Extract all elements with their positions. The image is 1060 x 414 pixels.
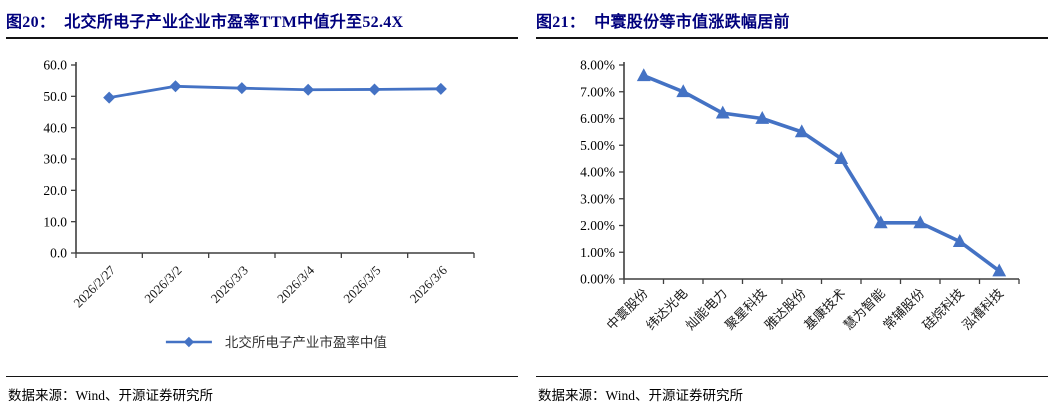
x-category-label: 聚星科技: [722, 286, 769, 333]
data-point-marker: [715, 105, 730, 119]
pe-ttm-median-line-chart: 0.0 10.0 20.0 30.0 40.0 50.0 60.0 2026/2/27 2026…: [43, 58, 475, 350]
x-category-label: 2026/3/2: [141, 263, 184, 306]
y-tick-label: 8.00%: [580, 58, 615, 73]
data-point-marker: [434, 82, 447, 95]
figure-21-number: 图21：: [536, 14, 586, 31]
x-category-label: 慧为智能: [840, 286, 887, 333]
y-tick-label: 0.00%: [580, 272, 615, 287]
data-point-marker: [794, 124, 809, 138]
figure-20-title: 图20： 北交所电子产业企业市盈率TTM中值升至52.4X: [6, 8, 518, 39]
data-point-marker: [755, 111, 770, 124]
y-tick-label: 7.00%: [580, 84, 615, 99]
data-point-marker: [913, 215, 928, 229]
data-point-marker: [235, 82, 248, 95]
figure-21-source: 数据来源：Wind、开源证券研究所: [536, 376, 1048, 414]
x-category-label: 常辅股份: [880, 286, 927, 333]
data-point-marker: [834, 151, 849, 165]
data-point-marker: [103, 91, 116, 104]
x-category-label: 2026/3/4: [274, 262, 318, 306]
x-category-label: 灿能电力: [682, 286, 729, 333]
figure-20-panel: 图20： 北交所电子产业企业市盈率TTM中值升至52.4X 0.0 10.0 20.0…: [6, 8, 518, 414]
legend-label: 北交所电子产业市盈率中值: [225, 334, 387, 350]
x-category-label: 2026/3/3: [208, 263, 251, 306]
y-tick-label: 20.0: [43, 183, 67, 198]
source-text: 数据来源：Wind、开源证券研究所: [538, 388, 743, 403]
data-point-marker: [952, 234, 967, 247]
y-tick-label: 4.00%: [580, 165, 615, 180]
source-text: 数据来源：Wind、开源证券研究所: [8, 388, 213, 403]
data-point-marker: [169, 80, 182, 93]
y-tick-label: 0.0: [50, 246, 67, 261]
data-point-marker: [992, 263, 1007, 277]
y-tick-label: 10.0: [43, 214, 67, 229]
y-tick-label: 6.00%: [580, 111, 615, 126]
y-tick-label: 30.0: [43, 152, 67, 167]
y-tick-label: 40.0: [43, 120, 67, 135]
x-category-label: 2026/3/5: [340, 263, 383, 306]
data-point-marker: [302, 83, 315, 96]
figure-20-caption: 北交所电子产业企业市盈率TTM中值升至52.4X: [64, 14, 404, 31]
data-series-line: [643, 74, 1001, 273]
market-cap-change-line-chart: 0.00% 1.00% 2.00% 3.00% 4.00% 5.00% 6.00% 7.00%…: [580, 58, 1020, 333]
data-point-marker: [368, 83, 381, 96]
legend-marker: [183, 336, 195, 348]
figure-20-number: 图20：: [6, 14, 56, 31]
y-tick-label: 60.0: [43, 58, 67, 73]
x-category-label: 雅达股份: [761, 286, 808, 333]
y-tick-label: 2.00%: [580, 218, 615, 233]
data-point-marker: [873, 215, 888, 229]
x-category-label: 硅烷科技: [919, 286, 966, 333]
y-tick-label: 50.0: [43, 89, 67, 104]
x-category-label: 纬达光电: [643, 286, 690, 333]
x-category-label: 中寰股份: [603, 286, 650, 333]
x-category-label: 2026/2/27: [70, 262, 118, 310]
figure-21-panel: 图21： 中寰股份等市值涨跌幅居前 0.00% 1.00% 2.00% 3.00% 4.0…: [530, 0, 1060, 414]
data-series-line: [108, 84, 441, 99]
figure-21-title: 图21： 中寰股份等市值涨跌幅居前: [536, 8, 1048, 39]
figure-20-source: 数据来源：Wind、开源证券研究所: [6, 376, 518, 414]
y-tick-label: 3.00%: [580, 191, 615, 206]
figure-21-caption: 中寰股份等市值涨跌幅居前: [594, 14, 790, 31]
y-tick-label: 5.00%: [580, 138, 615, 153]
x-category-label: 泓禧科技: [959, 286, 1006, 333]
y-tick-label: 1.00%: [580, 245, 615, 260]
data-point-marker: [636, 68, 651, 82]
x-category-label: 2026/3/6: [407, 262, 451, 306]
data-point-marker: [676, 84, 691, 98]
x-category-label: 基康技术: [801, 286, 848, 333]
